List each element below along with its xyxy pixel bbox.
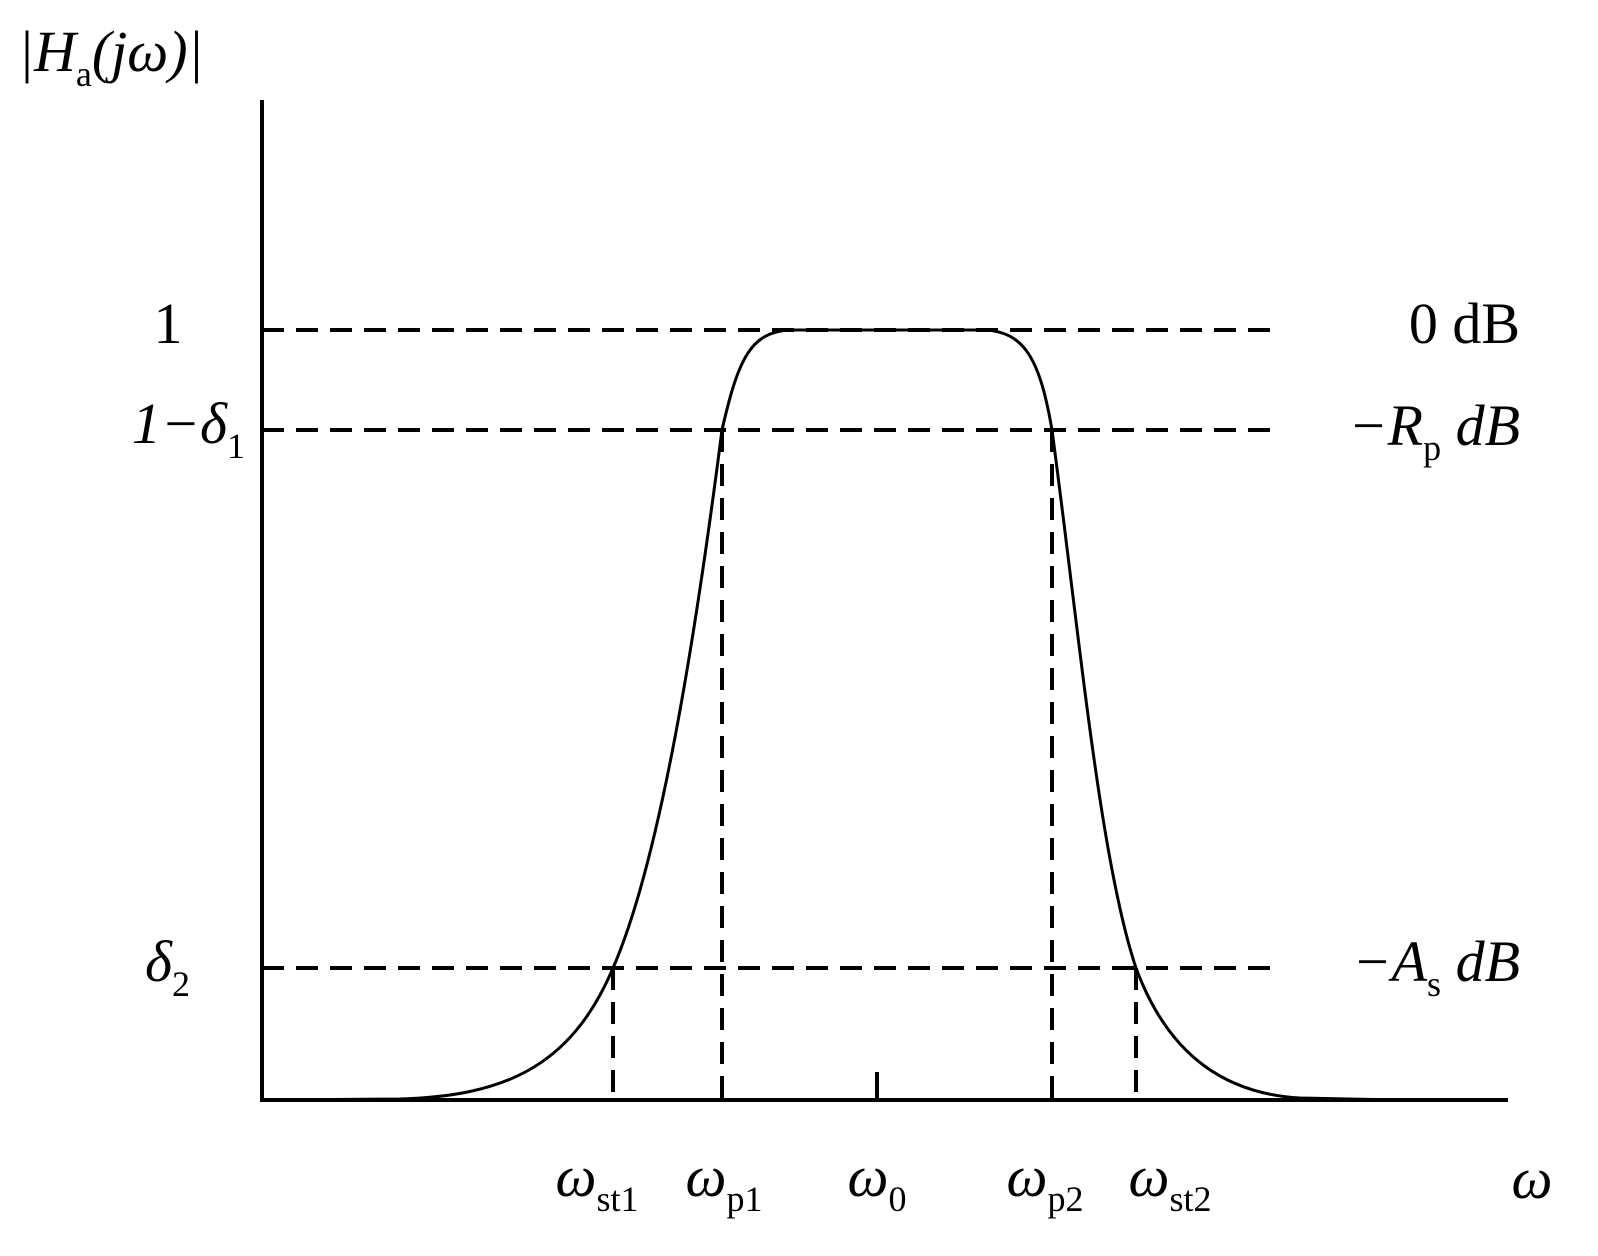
label-text: |H	[18, 19, 79, 84]
label-suffix: (jω)|	[92, 19, 204, 84]
label-subscript: 0	[888, 1179, 906, 1219]
label: δ2	[145, 929, 190, 1004]
label: 0 dB	[1409, 291, 1520, 356]
reference-lines	[262, 328, 1280, 1100]
label-subscript: 1	[227, 426, 245, 466]
label-subscript: p1	[726, 1179, 762, 1219]
label-subscript: p	[1423, 428, 1441, 468]
label-subscript: st1	[596, 1179, 638, 1219]
label-text: ω	[556, 1144, 597, 1209]
label: ωst1	[556, 1144, 639, 1219]
axes	[260, 100, 1508, 1102]
label-text: ω	[848, 1144, 889, 1209]
label-text: 0 dB	[1409, 291, 1520, 356]
label: −As dB	[1352, 929, 1520, 1004]
label: ωp2	[1007, 1144, 1084, 1219]
label-text: δ	[145, 929, 173, 994]
label: −Rp dB	[1348, 393, 1520, 468]
label: ω0	[848, 1144, 907, 1219]
label: ωp1	[686, 1144, 763, 1219]
label-subscript: p2	[1047, 1179, 1083, 1219]
label: |Ha(jω)|	[18, 19, 203, 94]
label-suffix: dB	[1441, 929, 1520, 994]
label-text: ω	[1129, 1144, 1170, 1209]
label-text: ω	[686, 1144, 727, 1209]
label-text: −A	[1352, 929, 1427, 994]
label-text: −R	[1348, 393, 1423, 458]
label-text: 1	[154, 291, 183, 356]
label: 1−δ1	[132, 391, 245, 466]
label-text: 1−δ	[132, 391, 228, 456]
label-subscript: 2	[172, 964, 190, 1004]
label-subscript: st2	[1169, 1179, 1211, 1219]
label-text: ω	[1007, 1144, 1048, 1209]
label-text: ω	[1512, 1146, 1553, 1211]
label: ωst2	[1129, 1144, 1212, 1219]
label-subscript: s	[1427, 964, 1441, 1004]
label-subscript: a	[76, 54, 92, 94]
magnitude-curve	[261, 328, 1401, 1102]
label: ω	[1512, 1146, 1553, 1211]
label: 1	[154, 291, 183, 356]
label-suffix: dB	[1441, 393, 1520, 458]
